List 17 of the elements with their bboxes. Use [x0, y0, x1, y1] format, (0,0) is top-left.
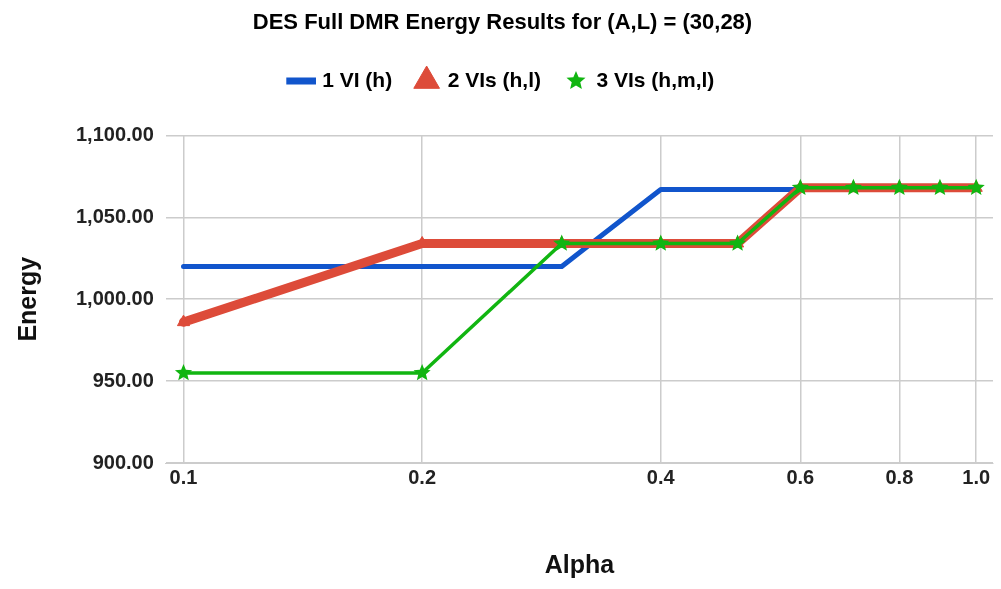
chart-title: DES Full DMR Energy Results for (A,L) = (30,28): [252, 9, 753, 35]
x-tick-label: 0.2: [408, 465, 437, 488]
x-axis-title: Alpha: [544, 549, 616, 578]
y-tick-label: 1,050.00: [75, 204, 154, 227]
x-tick-label: 0.6: [786, 465, 815, 488]
y-tick-label: 1,100.00: [75, 122, 154, 145]
y-tick-label: 1,000.00: [75, 286, 154, 309]
x-tick-label: 0.8: [885, 465, 914, 488]
legend-label: 2 VIs (h,l): [447, 67, 542, 91]
y-tick-label: 950.00: [92, 368, 154, 391]
legend-label: 3 VIs (h,m,l): [596, 67, 715, 91]
y-tick-label: 900.00: [92, 450, 154, 473]
x-tick-label: 0.4: [646, 465, 676, 488]
y-axis-title: Energy: [12, 256, 41, 342]
legend-label: 1 VI (h): [322, 67, 393, 91]
x-tick-label: 1.0: [962, 465, 991, 488]
x-tick-label: 0.1: [169, 465, 198, 488]
